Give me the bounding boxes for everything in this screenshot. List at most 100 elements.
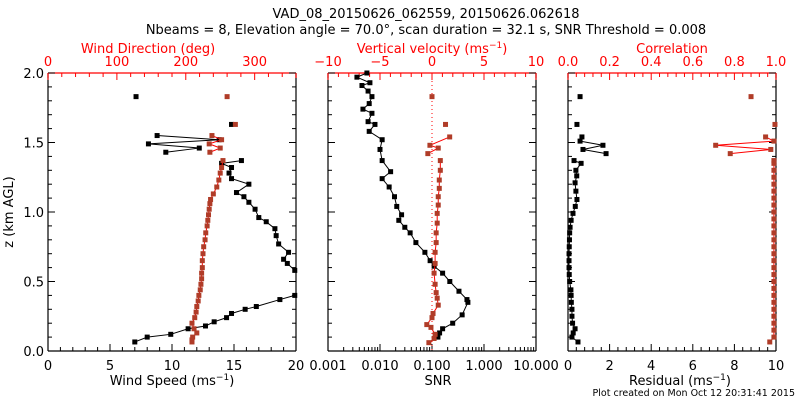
data-point bbox=[429, 315, 435, 321]
data-point bbox=[567, 230, 573, 236]
data-point bbox=[459, 312, 465, 318]
data-point bbox=[396, 217, 402, 223]
data-point bbox=[203, 230, 209, 236]
data-point bbox=[196, 292, 202, 298]
data-point bbox=[572, 326, 578, 332]
chart-title-line2: Nbeams = 8, Elevation angle = 70.0°, sca… bbox=[146, 23, 706, 38]
data-point bbox=[402, 224, 408, 230]
data-point bbox=[133, 94, 139, 100]
y-tick-label: 1.5 bbox=[23, 137, 44, 152]
x-tick-label: 1.000 bbox=[465, 359, 502, 374]
x2-tick-label: 10 bbox=[528, 55, 545, 70]
data-point bbox=[771, 327, 777, 333]
data-point bbox=[199, 270, 205, 276]
x-tick-label: 10 bbox=[164, 359, 181, 374]
data-point bbox=[771, 272, 777, 278]
x-tick-label: 0.010 bbox=[361, 359, 398, 374]
y-tick-label: 2.0 bbox=[23, 67, 44, 82]
data-point bbox=[272, 226, 278, 232]
data-point bbox=[204, 223, 210, 229]
data-point bbox=[450, 320, 456, 326]
series-line bbox=[769, 160, 775, 343]
data-point bbox=[603, 151, 609, 157]
data-point bbox=[771, 160, 777, 166]
data-point bbox=[426, 340, 432, 346]
data-point bbox=[379, 158, 385, 164]
data-point bbox=[771, 299, 777, 305]
data-point bbox=[360, 106, 366, 112]
data-point bbox=[566, 251, 572, 257]
data-point bbox=[435, 194, 441, 200]
data-point bbox=[569, 334, 575, 340]
x-tick-label: 10 bbox=[768, 359, 785, 374]
data-point bbox=[771, 195, 777, 201]
data-point bbox=[432, 249, 438, 255]
data-point bbox=[771, 320, 777, 326]
y-tick-label: 0.0 bbox=[23, 345, 44, 360]
data-point bbox=[437, 158, 443, 164]
data-point bbox=[253, 304, 259, 310]
wind-speed-series bbox=[132, 94, 298, 345]
data-point bbox=[365, 119, 371, 125]
data-point bbox=[435, 145, 441, 151]
data-point bbox=[207, 201, 213, 207]
correlation-axis-label: Correlation bbox=[636, 42, 708, 57]
x2-tick-label: 300 bbox=[242, 55, 267, 70]
data-point bbox=[771, 334, 777, 340]
data-point bbox=[407, 230, 413, 236]
data-point bbox=[292, 292, 298, 298]
data-point bbox=[436, 177, 442, 183]
data-point bbox=[367, 80, 373, 86]
series-line bbox=[134, 294, 295, 343]
x2-tick-label: −10 bbox=[314, 55, 341, 70]
data-point bbox=[433, 240, 439, 246]
y-tick-label: 0.5 bbox=[23, 276, 44, 291]
data-point bbox=[570, 330, 576, 336]
data-point bbox=[366, 128, 372, 134]
data-point bbox=[771, 167, 777, 173]
data-point bbox=[132, 339, 138, 345]
data-point bbox=[443, 121, 449, 127]
wind-speed-axis-label-sup: −1 bbox=[216, 373, 229, 383]
data-point bbox=[771, 258, 777, 264]
data-point bbox=[224, 94, 230, 100]
data-point bbox=[211, 319, 217, 325]
data-point bbox=[771, 181, 777, 187]
data-point bbox=[430, 310, 436, 316]
data-point bbox=[372, 121, 378, 127]
data-point bbox=[276, 241, 282, 247]
left-panel bbox=[47, 72, 298, 352]
data-point bbox=[771, 265, 777, 271]
data-point bbox=[201, 244, 207, 250]
data-point bbox=[574, 196, 580, 202]
data-point bbox=[202, 323, 208, 329]
data-point bbox=[447, 134, 453, 140]
data-point bbox=[772, 121, 778, 127]
data-point bbox=[199, 276, 205, 282]
data-point bbox=[767, 339, 773, 345]
data-point bbox=[435, 334, 441, 340]
data-point bbox=[394, 203, 400, 209]
data-point bbox=[771, 279, 777, 284]
x-tick-label: 20 bbox=[288, 359, 305, 374]
data-point bbox=[771, 223, 777, 229]
data-point bbox=[433, 230, 439, 236]
data-point bbox=[456, 288, 462, 294]
data-point bbox=[413, 240, 419, 246]
data-point bbox=[194, 304, 200, 310]
data-point bbox=[206, 206, 212, 212]
residual-axis-label: Residual (ms−1) bbox=[629, 373, 731, 389]
data-point bbox=[263, 219, 269, 225]
data-point bbox=[195, 298, 201, 304]
data-point bbox=[434, 295, 440, 301]
series-line bbox=[427, 136, 450, 155]
data-point bbox=[199, 265, 205, 271]
data-point bbox=[434, 210, 440, 216]
data-point bbox=[771, 216, 777, 222]
data-point bbox=[569, 306, 575, 312]
data-point bbox=[219, 137, 225, 143]
data-point bbox=[284, 260, 290, 266]
data-point bbox=[727, 151, 733, 157]
data-point bbox=[217, 170, 223, 176]
